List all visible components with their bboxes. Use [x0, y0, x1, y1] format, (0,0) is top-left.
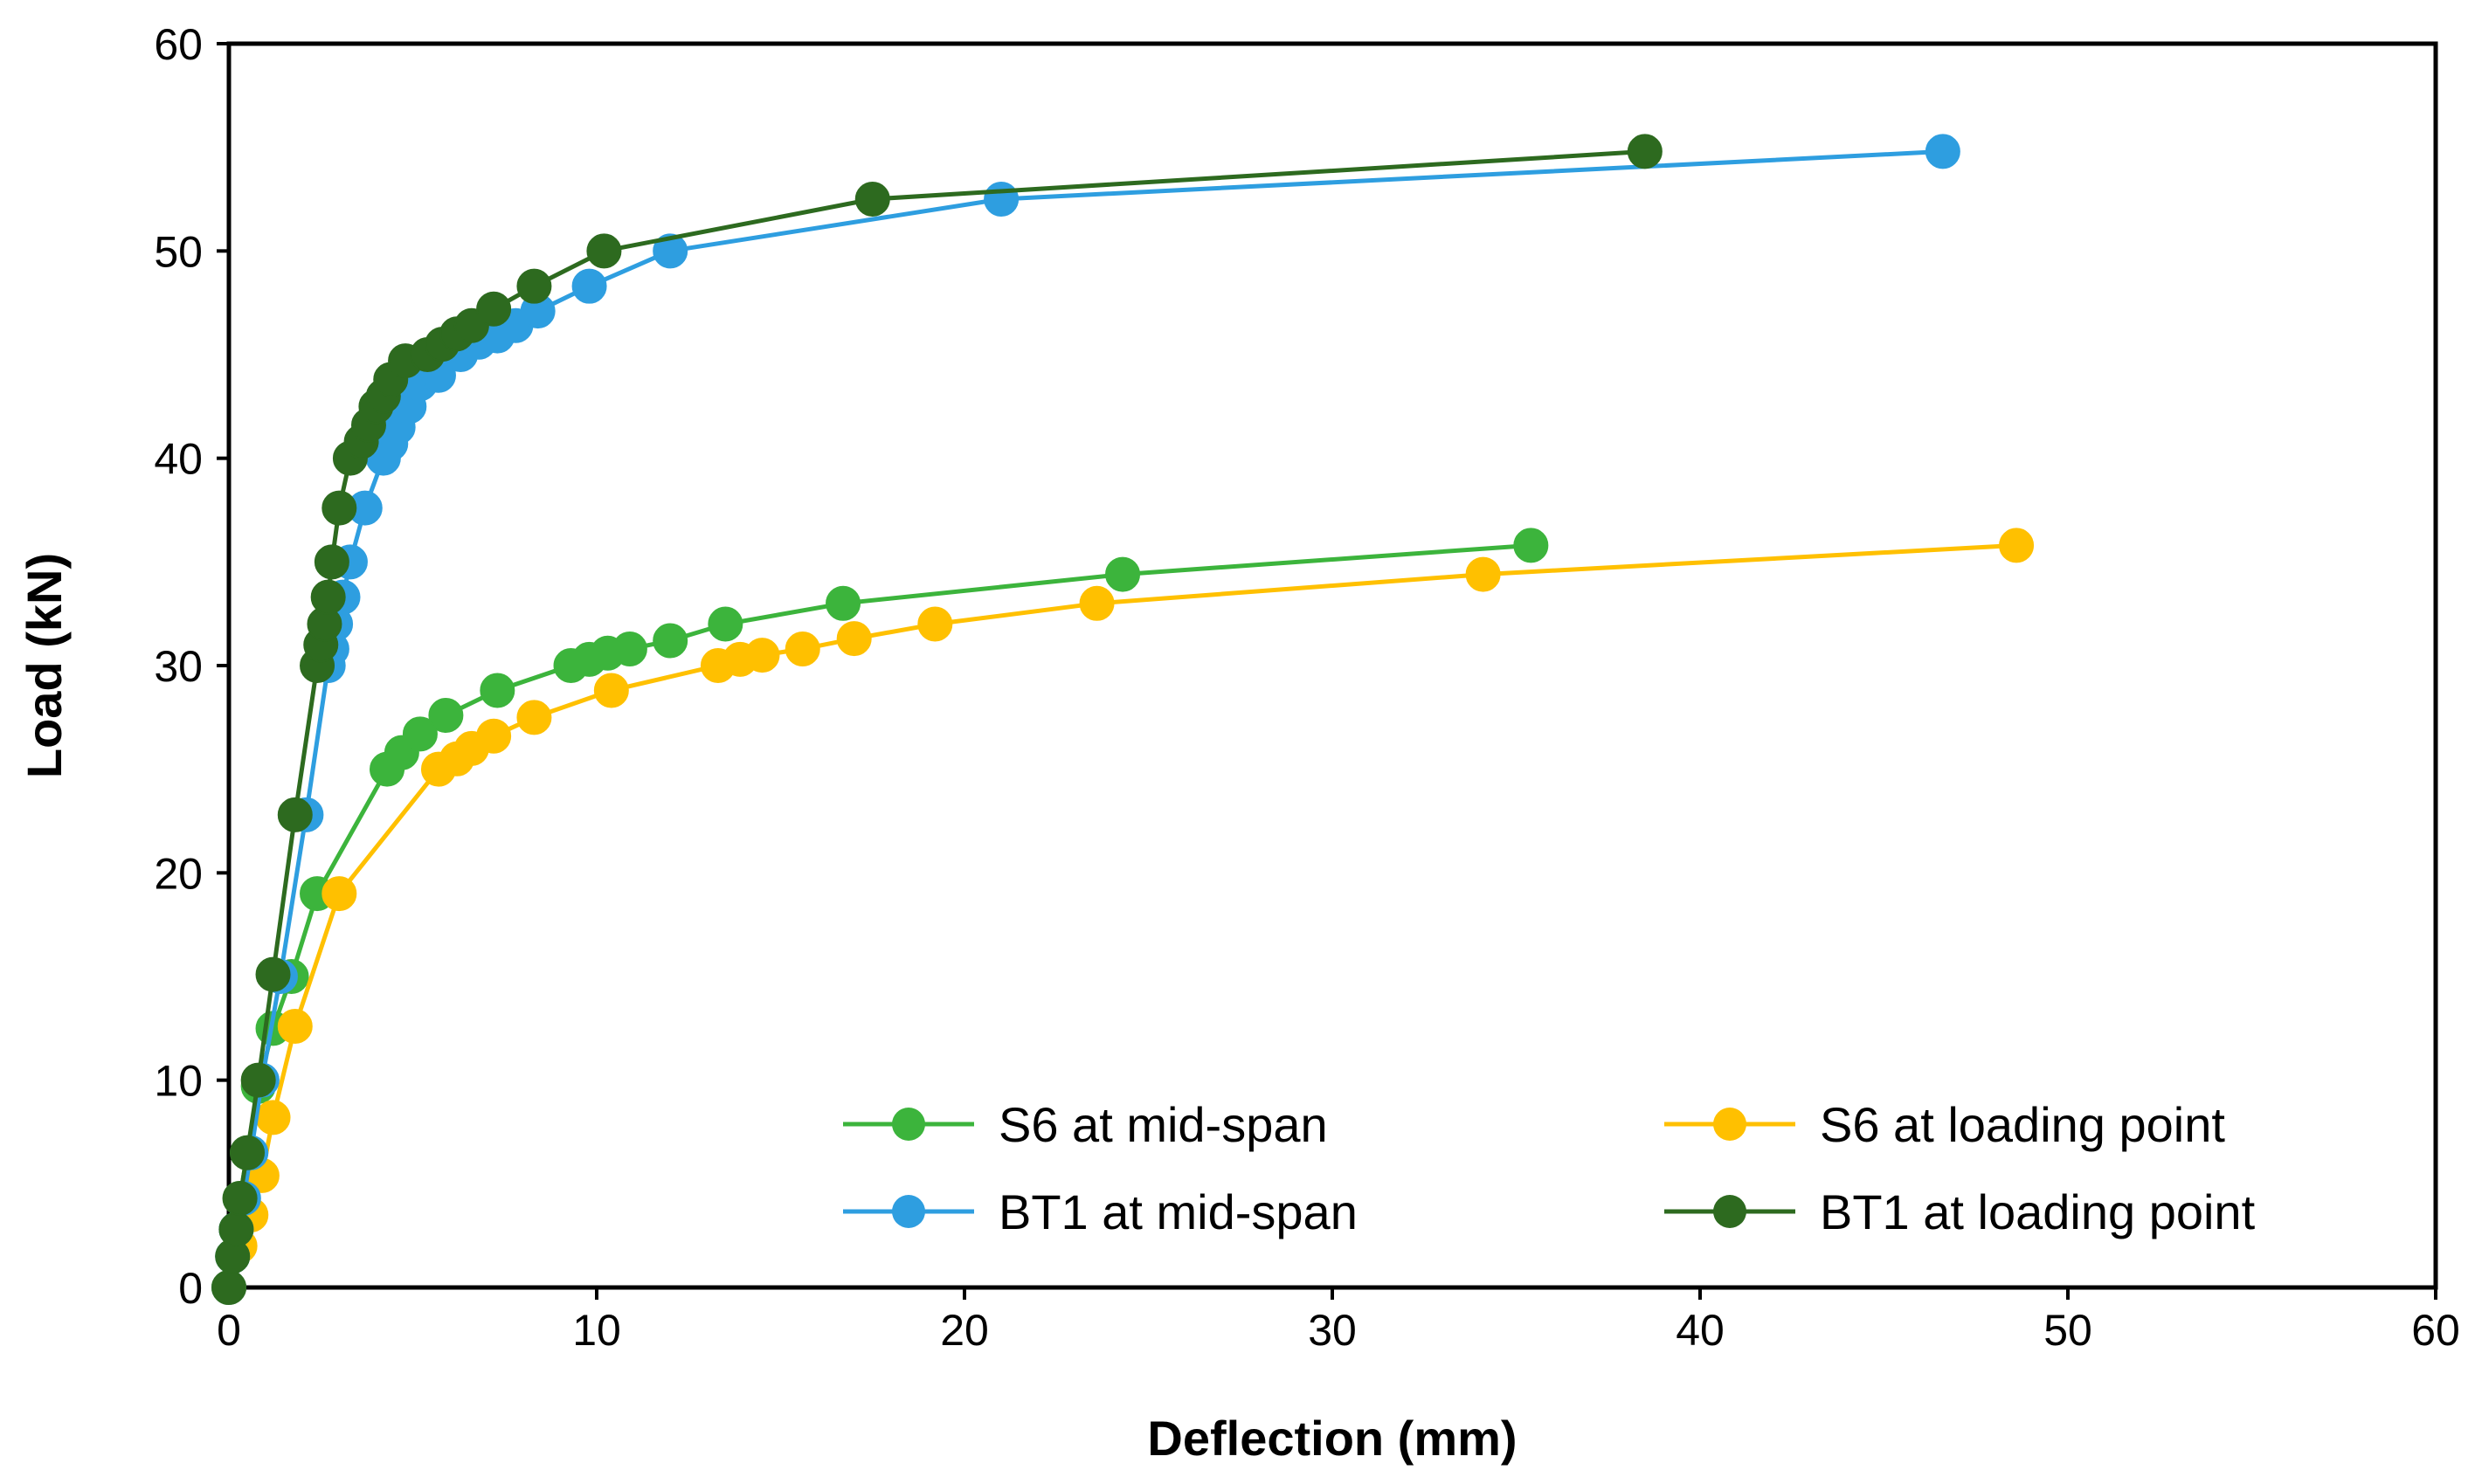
data-point [321, 490, 357, 526]
data-point [222, 1180, 258, 1216]
x-tick-label: 30 [1308, 1306, 1357, 1355]
data-point [480, 673, 515, 708]
x-tick-label: 50 [2043, 1306, 2092, 1355]
y-tick-label: 30 [154, 642, 203, 691]
legend-item: S6 at loading point [1664, 1097, 2225, 1152]
data-point [230, 1135, 266, 1170]
data-point [571, 268, 607, 304]
axis-ticks: 0 10 20 30 40 50 60 0 10 20 30 40 50 60 [154, 20, 2459, 1355]
legend-marker [892, 1195, 925, 1228]
data-point [310, 579, 346, 615]
data-point [255, 1100, 291, 1135]
data-point [826, 585, 861, 621]
data-point [612, 632, 647, 667]
data-point [593, 673, 629, 708]
legend-label: BT1 at loading point [1820, 1184, 2256, 1239]
data-point [1513, 528, 1549, 563]
y-tick-label: 40 [154, 435, 203, 484]
data-point [653, 623, 688, 659]
data-point [516, 268, 552, 304]
data-point [836, 621, 872, 657]
data-point [314, 544, 349, 580]
series-line [226, 542, 1531, 1288]
data-point [240, 1062, 276, 1098]
data-point [586, 233, 622, 269]
data-point [1627, 134, 1663, 169]
x-tick-label: 20 [940, 1306, 989, 1355]
data-point [1079, 585, 1115, 621]
y-axis-title: Load (kN) [17, 553, 72, 778]
data-point [402, 716, 438, 752]
series-group [211, 134, 2035, 1305]
legend-item: BT1 at mid-span [843, 1184, 1358, 1239]
x-tick-label: 10 [572, 1306, 621, 1355]
series-line [226, 542, 2017, 1288]
y-tick-label: 60 [154, 20, 203, 69]
data-point [211, 1270, 246, 1305]
data-point [218, 1211, 254, 1247]
legend-label: S6 at mid-span [999, 1097, 1328, 1152]
legend-label: S6 at loading point [1820, 1097, 2225, 1152]
x-tick-label: 60 [2411, 1306, 2460, 1355]
data-point [917, 606, 953, 642]
y-tick-label: 10 [154, 1057, 203, 1106]
legend-item: BT1 at loading point [1664, 1184, 2256, 1239]
x-axis-title: Deflection (mm) [1147, 1411, 1517, 1466]
y-tick-label: 0 [178, 1264, 203, 1313]
data-point [1999, 528, 2035, 563]
data-point [854, 182, 890, 217]
data-point [277, 1008, 313, 1044]
data-point [1105, 556, 1141, 592]
data-point [321, 876, 357, 912]
data-point [1925, 134, 1960, 169]
data-point [255, 956, 291, 992]
data-point [785, 632, 820, 667]
data-point [476, 718, 512, 754]
series-3 [211, 134, 1663, 1305]
data-point [984, 182, 1020, 217]
data-point [744, 638, 780, 673]
data-point [428, 697, 464, 733]
legend-marker [892, 1108, 925, 1141]
legend: S6 at mid-span S6 at loading point BT1 at … [843, 1097, 2256, 1239]
data-point [476, 291, 512, 327]
legend-marker [1713, 1195, 1746, 1228]
data-point [516, 700, 552, 735]
data-point [653, 233, 688, 269]
data-point [277, 797, 313, 832]
legend-item: S6 at mid-span [843, 1097, 1328, 1152]
data-point [1465, 556, 1501, 592]
legend-label: BT1 at mid-span [999, 1184, 1358, 1239]
y-tick-label: 20 [154, 849, 203, 898]
x-tick-label: 40 [1676, 1306, 1725, 1355]
y-tick-label: 50 [154, 227, 203, 276]
data-point [708, 606, 743, 642]
legend-marker [1713, 1108, 1746, 1141]
x-tick-label: 0 [217, 1306, 241, 1355]
